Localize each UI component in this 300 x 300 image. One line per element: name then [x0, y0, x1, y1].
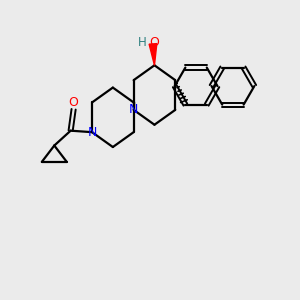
- Text: N: N: [129, 103, 138, 116]
- Text: H: H: [138, 36, 147, 49]
- Polygon shape: [149, 44, 157, 65]
- Text: O: O: [149, 36, 159, 49]
- Text: N: N: [87, 126, 97, 139]
- Text: O: O: [69, 96, 79, 109]
